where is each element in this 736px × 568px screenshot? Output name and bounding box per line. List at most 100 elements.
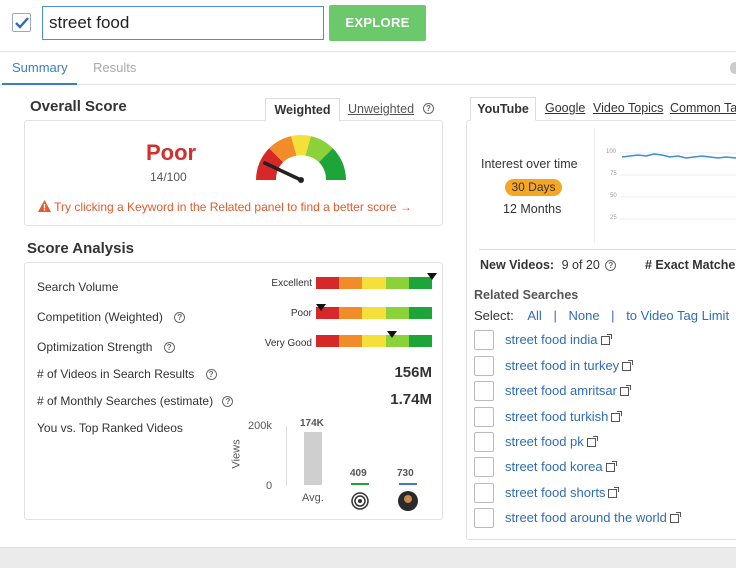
competition-meter bbox=[316, 307, 433, 319]
gauge-segment-orange bbox=[269, 136, 297, 163]
chart-bar-label-2: 409 bbox=[350, 468, 367, 479]
related-checkbox[interactable] bbox=[474, 508, 494, 528]
tab-common-tags[interactable]: Common Ta bbox=[670, 101, 736, 115]
warning-text: Try clicking a Keyword in the Related pa… bbox=[54, 200, 412, 214]
warning-icon bbox=[38, 200, 51, 212]
chart-x-avg: Avg. bbox=[302, 492, 324, 504]
monthly-searches-label-text: # of Monthly Searches (estimate) bbox=[37, 394, 214, 408]
new-videos-value: 9 of 20 bbox=[561, 258, 600, 272]
related-search-link[interactable]: street food around the world bbox=[505, 510, 681, 525]
related-checkbox[interactable] bbox=[474, 457, 494, 477]
competition-rating: Poor bbox=[290, 308, 312, 319]
gauge-segment-yellow bbox=[291, 134, 311, 156]
external-link-icon bbox=[600, 334, 612, 346]
optimization-rating: Very Good bbox=[264, 338, 312, 349]
competition-marker bbox=[316, 304, 326, 311]
external-link-icon bbox=[611, 411, 623, 423]
score-analysis-card bbox=[24, 262, 443, 520]
related-search-text: street food pk bbox=[505, 434, 584, 449]
related-search-link[interactable]: street food in turkey bbox=[505, 358, 634, 373]
help-icon[interactable]: ? bbox=[174, 312, 186, 324]
active-tab-underline bbox=[2, 83, 77, 85]
gauge-segment-green bbox=[318, 148, 346, 180]
tab-weighted[interactable]: Weighted bbox=[265, 98, 340, 122]
score-warning[interactable]: Try clicking a Keyword in the Related pa… bbox=[38, 200, 412, 214]
chart-bar-3 bbox=[399, 483, 417, 485]
select-label: Select: bbox=[474, 308, 514, 323]
external-link-icon bbox=[620, 385, 631, 397]
search-input[interactable]: street food bbox=[42, 6, 324, 40]
chart-axis-line bbox=[286, 426, 287, 486]
target-icon bbox=[351, 492, 369, 510]
related-search-link[interactable]: street food pk bbox=[505, 434, 598, 449]
tab-youtube[interactable]: YouTube bbox=[470, 97, 536, 121]
related-search-link[interactable]: street food amritsar bbox=[505, 383, 631, 398]
related-checkbox[interactable] bbox=[474, 483, 494, 503]
related-checkbox[interactable] bbox=[474, 407, 494, 427]
explore-button[interactable]: EXPLORE bbox=[329, 5, 426, 41]
tab-results[interactable]: Results bbox=[93, 60, 137, 75]
separator: | bbox=[611, 308, 615, 323]
tab-google[interactable]: Google bbox=[545, 101, 586, 115]
external-link-icon bbox=[608, 487, 620, 499]
related-search-text: street food turkish bbox=[505, 409, 609, 424]
spark-tick-100: 100 bbox=[606, 149, 617, 155]
related-checkbox[interactable] bbox=[474, 381, 494, 401]
score-rating: Poor bbox=[146, 140, 197, 165]
spark-tick-25: 25 bbox=[610, 215, 617, 221]
months-option[interactable]: 12 Months bbox=[503, 202, 562, 216]
search-volume-meter bbox=[316, 277, 433, 289]
chart-y-axis-label: Views bbox=[230, 439, 243, 469]
select-none-link[interactable]: None bbox=[568, 308, 600, 323]
gauge-pivot bbox=[298, 177, 304, 183]
related-checkbox[interactable] bbox=[474, 330, 494, 350]
select-limit-link[interactable]: to Video Tag Limit bbox=[626, 308, 730, 323]
help-icon[interactable]: ? bbox=[605, 260, 617, 272]
scrollbar-thumb[interactable] bbox=[730, 62, 736, 74]
vs-top-label: You vs. Top Ranked Videos bbox=[37, 421, 183, 435]
related-search-link[interactable]: street food shorts bbox=[505, 485, 620, 500]
chart-bar-avg bbox=[304, 432, 322, 485]
sparkline-divider bbox=[594, 128, 595, 243]
external-link-icon bbox=[586, 436, 598, 448]
interest-title: Interest over time bbox=[481, 157, 578, 171]
tab-unweighted-label: Unweighted bbox=[348, 102, 415, 116]
related-search-link[interactable]: street food turkish bbox=[505, 409, 623, 424]
separator: | bbox=[553, 308, 557, 323]
tab-summary[interactable]: Summary bbox=[12, 60, 68, 75]
external-link-icon bbox=[669, 512, 681, 524]
chart-y-bottom: 0 bbox=[266, 480, 273, 492]
related-searches-title: Related Searches bbox=[474, 288, 579, 302]
select-checkbox[interactable] bbox=[12, 13, 31, 32]
select-row: Select: All | None | to Video Tag Limit bbox=[474, 308, 729, 323]
related-search-text: street food in turkey bbox=[505, 358, 620, 373]
tab-video-topics[interactable]: Video Topics bbox=[593, 101, 664, 115]
videos-count-label-text: # of Videos in Search Results bbox=[37, 367, 195, 381]
related-search-text: street food around the world bbox=[505, 510, 667, 525]
chart-bar-label-avg: 174K bbox=[300, 418, 324, 429]
search-volume-label: Search Volume bbox=[37, 280, 119, 294]
select-all-link[interactable]: All bbox=[527, 308, 542, 323]
related-checkbox[interactable] bbox=[474, 356, 494, 376]
related-checkbox[interactable] bbox=[474, 432, 494, 452]
related-search-text: street food amritsar bbox=[505, 383, 617, 398]
help-icon[interactable]: ? bbox=[423, 103, 434, 114]
help-icon[interactable]: ? bbox=[222, 396, 234, 408]
overall-score-title: Overall Score bbox=[30, 98, 127, 115]
score-value: 14/100 bbox=[150, 170, 187, 184]
tab-unweighted[interactable]: Unweighted bbox=[348, 102, 414, 116]
external-link-icon bbox=[605, 461, 617, 473]
videos-count-label: # of Videos in Search Results ? bbox=[37, 367, 217, 381]
chart-bar-label-3: 730 bbox=[397, 468, 414, 479]
optimization-marker bbox=[387, 331, 397, 338]
help-icon[interactable]: ? bbox=[205, 369, 217, 381]
related-search-text: street food korea bbox=[505, 459, 603, 474]
related-search-link[interactable]: street food india bbox=[505, 332, 612, 347]
related-search-link[interactable]: street food korea bbox=[505, 459, 617, 474]
overall-score-card bbox=[24, 120, 443, 226]
new-videos-label: New Videos: bbox=[480, 258, 555, 272]
exact-matches: # Exact Matche bbox=[645, 258, 736, 272]
search-volume-rating: Excellent bbox=[271, 278, 312, 289]
help-icon[interactable]: ? bbox=[163, 342, 175, 354]
days-badge[interactable]: 30 Days bbox=[505, 179, 562, 196]
